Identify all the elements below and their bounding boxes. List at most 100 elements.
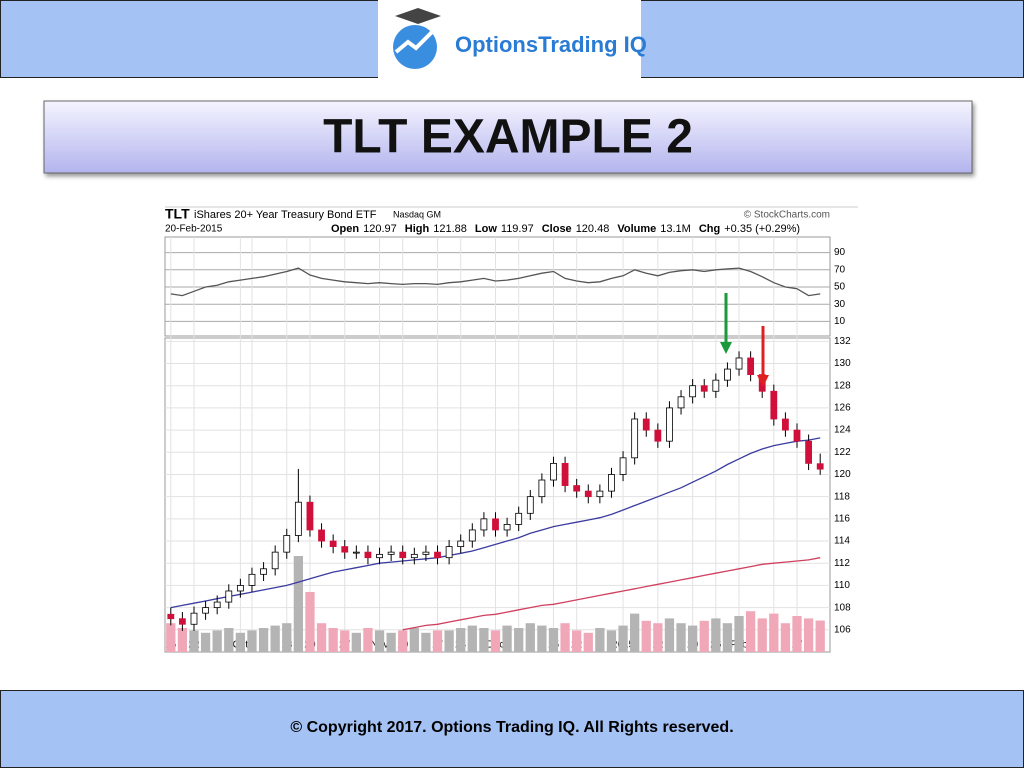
stat-label: Chg	[699, 223, 720, 235]
volume-bar	[745, 611, 756, 652]
volume-bar	[467, 625, 477, 652]
volume-bar	[514, 628, 524, 652]
volume-bar	[293, 556, 303, 652]
candle-body	[306, 501, 314, 531]
candle-body	[445, 546, 453, 559]
volume-bar	[305, 592, 315, 652]
candle-body	[260, 568, 267, 575]
candle-body	[503, 524, 511, 531]
volume-bar	[537, 625, 547, 652]
logo-cap	[395, 8, 441, 24]
candle-body	[712, 379, 720, 392]
candle-body	[608, 474, 615, 492]
volume-bar	[490, 630, 501, 652]
title-box	[43, 100, 973, 174]
y-tick-label: 112	[834, 558, 850, 569]
y-tick-label: 118	[834, 491, 850, 502]
stat-label: Volume	[617, 223, 656, 235]
y-tick-label: 130	[834, 358, 851, 369]
volume-bar	[363, 628, 373, 652]
volume-bar	[803, 618, 814, 652]
candle-body	[202, 607, 209, 614]
candle-body	[271, 551, 279, 570]
chart-bg	[163, 203, 860, 655]
source: © StockCharts.com	[744, 210, 830, 221]
stat-value: +0.35 (+0.29%)	[724, 223, 800, 235]
volume-bar	[792, 616, 802, 652]
candle-body	[236, 585, 244, 592]
volume-bar	[247, 630, 257, 652]
candle-body	[468, 529, 476, 542]
volume-bar	[432, 630, 443, 652]
candle-body	[515, 512, 523, 525]
ma200-line	[402, 557, 821, 631]
volume-bar	[757, 618, 767, 652]
volume-bar	[351, 632, 361, 652]
candle-body	[793, 429, 801, 442]
rsi-tick-label: 70	[834, 264, 846, 275]
candle-body	[376, 553, 383, 559]
candle-body	[538, 479, 546, 498]
candle-body	[248, 573, 256, 586]
candle-body	[225, 590, 233, 603]
candle-body	[492, 518, 499, 531]
candle-body	[654, 429, 662, 442]
volume-bar	[212, 630, 222, 652]
candle-body	[561, 462, 569, 486]
candle-body	[642, 418, 650, 431]
buy-arrow-head	[720, 342, 732, 354]
candle-body	[550, 462, 557, 481]
candle-body	[364, 551, 372, 559]
y-tick-label: 122	[834, 447, 851, 458]
volume-bar	[734, 616, 744, 652]
volume-bar	[606, 630, 617, 652]
volume-bar	[595, 628, 605, 652]
y-tick-label: 124	[834, 425, 851, 436]
volume-bar	[548, 628, 559, 652]
slide-title: TLT EXAMPLE 2	[323, 111, 693, 164]
y-tick-label: 106	[834, 624, 851, 635]
candle-body	[619, 457, 627, 475]
candle-body	[341, 546, 349, 553]
volume-bar	[374, 630, 385, 652]
y-tick-label: 116	[834, 513, 850, 524]
copyright: © Copyright 2017. Options Trading IQ. Al…	[290, 719, 733, 736]
volume-bar	[583, 632, 593, 652]
candle-body	[318, 529, 325, 542]
candle-body	[294, 501, 302, 536]
y-tick-label: 120	[834, 469, 851, 480]
y-tick-label: 126	[834, 403, 851, 414]
chart: TLT iShares 20+ Year Treasury Bond ETF N…	[163, 203, 860, 655]
bottom-band	[0, 690, 1024, 768]
candle-body	[457, 540, 465, 547]
symbol: TLT	[165, 206, 190, 222]
volume-bar	[780, 623, 791, 652]
candle-body	[410, 553, 418, 559]
volume-bar	[316, 623, 327, 652]
volume-bar	[456, 628, 466, 652]
stat-value: 119.97	[501, 223, 534, 235]
volume-bar	[664, 618, 675, 652]
candle-body	[747, 357, 755, 376]
volume-bar	[769, 613, 779, 652]
candle-body	[329, 540, 337, 547]
candle-body	[631, 418, 639, 459]
candle-body	[666, 407, 673, 442]
candle-body	[770, 390, 778, 420]
candle-body	[190, 612, 198, 625]
stat-label: High	[405, 223, 430, 235]
candle-body	[387, 551, 395, 555]
volume-bar	[815, 620, 825, 652]
sell-arrow-head	[757, 375, 769, 387]
plot: 106 108 110 112 114 116 118 120 122 124 126 128 130 1…	[165, 237, 851, 652]
candle-body	[724, 368, 731, 381]
stat-label: Open	[331, 223, 359, 235]
stat-label: Close	[542, 223, 572, 235]
candle-body	[782, 418, 789, 431]
logo-text: OptionsTrading IQ	[455, 32, 647, 57]
volume-bar	[258, 628, 269, 652]
y-tick-label: 110	[834, 580, 850, 591]
volume-bar	[200, 632, 211, 652]
volume-bar	[224, 628, 234, 652]
volume-bar	[235, 632, 246, 652]
